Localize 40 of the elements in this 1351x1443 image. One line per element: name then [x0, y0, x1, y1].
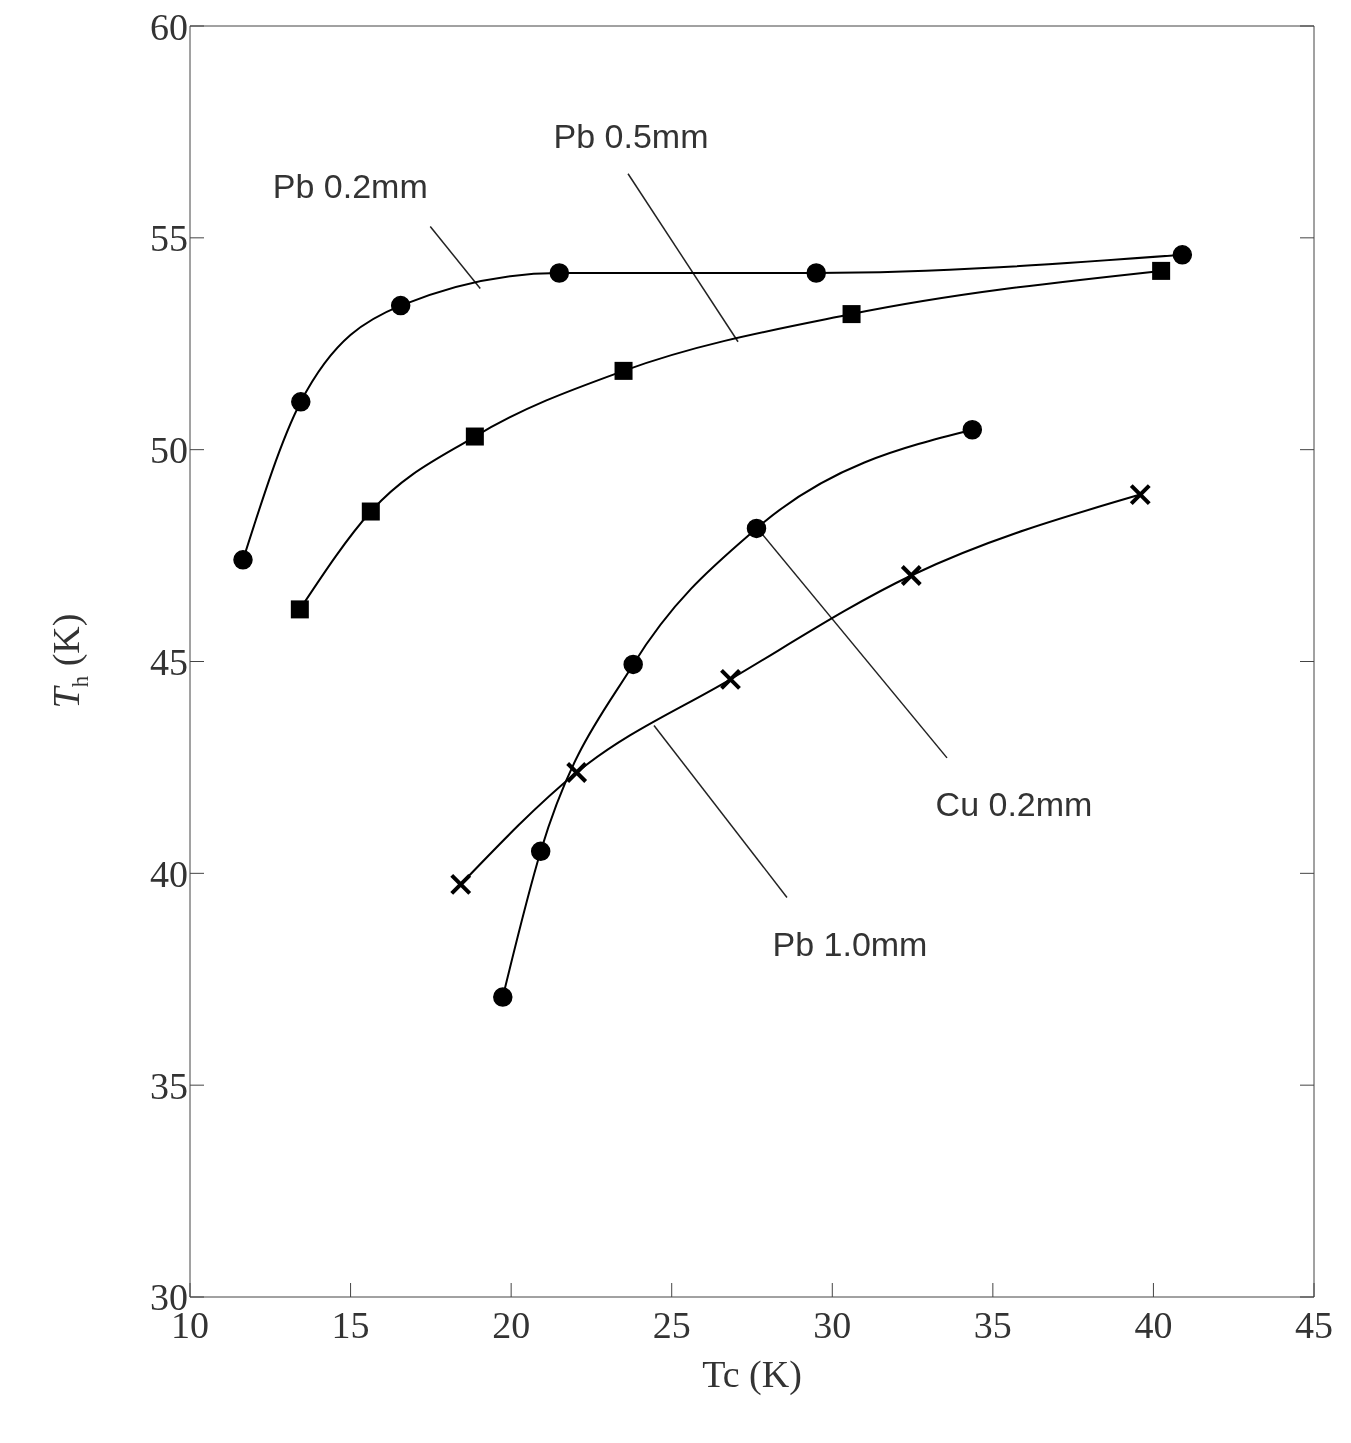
x-axis-title: Tc (K) — [702, 1353, 802, 1396]
point — [900, 564, 923, 587]
point — [842, 305, 861, 324]
point — [962, 420, 983, 440]
point — [361, 502, 380, 521]
point — [719, 668, 742, 691]
point — [1129, 483, 1152, 506]
point — [233, 550, 253, 570]
point — [290, 600, 309, 619]
point — [565, 761, 588, 784]
point — [1152, 261, 1171, 280]
point — [493, 987, 513, 1007]
y-tick-label: 35 — [150, 1064, 188, 1107]
point — [806, 263, 826, 283]
text: Pb 0.5mm — [553, 116, 709, 155]
x-tick-label: 45 — [1295, 1303, 1333, 1346]
y-tick-label: 50 — [150, 429, 188, 472]
point — [1172, 245, 1193, 265]
text: Pb 1.0mm — [772, 925, 928, 964]
x-tick-label: 30 — [813, 1303, 852, 1346]
y-tick-label: 60 — [150, 5, 188, 48]
point — [449, 873, 472, 896]
point — [530, 841, 551, 862]
x-tick-label: 25 — [652, 1303, 691, 1346]
point — [291, 392, 311, 412]
x-tick-label: 40 — [1134, 1303, 1173, 1346]
point — [465, 427, 484, 446]
text: Pb 0.2mm — [272, 166, 428, 205]
point — [549, 263, 570, 283]
x-tick-label: 15 — [331, 1303, 370, 1346]
point — [623, 654, 643, 675]
x-tick-label: 35 — [973, 1303, 1012, 1346]
y-tick-label: 40 — [150, 852, 188, 895]
x-tick-label: 20 — [492, 1303, 531, 1346]
text: Cu 0.2mm — [935, 784, 1093, 823]
y-tick-label: 45 — [150, 640, 188, 683]
point — [390, 295, 411, 316]
y-tick-label: 55 — [150, 217, 188, 260]
point — [746, 518, 767, 539]
point — [614, 361, 633, 380]
